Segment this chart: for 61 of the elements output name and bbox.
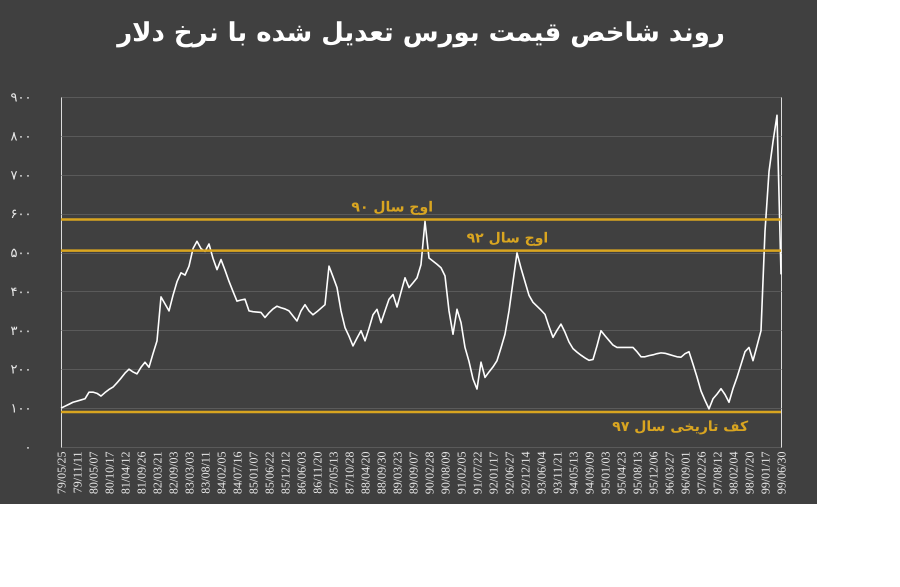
- x-tick-label: 90/08/09: [438, 452, 452, 494]
- x-tick-label: 84/07/16: [230, 452, 244, 494]
- x-tick-label: 85/12/12: [278, 452, 292, 494]
- x-tick-label: 96/03/27: [662, 452, 676, 494]
- x-tick-label: 95/01/03: [598, 452, 612, 494]
- y-tick-label: ۴۰۰: [10, 284, 32, 300]
- x-tick-label: 82/09/03: [166, 452, 180, 494]
- x-tick-label: 92/01/17: [486, 452, 500, 494]
- y-tick-label: ۲۰۰: [10, 362, 32, 378]
- x-tick-label: 94/09/09: [582, 452, 596, 494]
- x-tick-label: 88/04/20: [358, 452, 372, 494]
- x-tick-label: 93/11/21: [550, 452, 564, 494]
- x-tick-label: 85/06/22: [262, 452, 276, 494]
- x-tick-label: 99/01/17: [758, 452, 772, 494]
- x-tick-label: 80/05/07: [86, 452, 100, 494]
- x-tick-label: 94/05/13: [566, 452, 580, 494]
- y-tick-label: ۵۰۰: [10, 246, 32, 262]
- x-tick-label: 91/02/05: [454, 452, 468, 494]
- ref-line-label: کف تاریخی سال ۹۷: [612, 419, 749, 435]
- x-tick-label: 79/11/11: [70, 452, 84, 494]
- x-tick-label: 95/08/13: [630, 452, 644, 494]
- x-tick-label: 83/08/11: [198, 452, 212, 494]
- x-tick-label: 88/09/30: [374, 452, 388, 494]
- x-tick-label: 84/02/05: [214, 452, 228, 494]
- chart-title: روند شاخص قیمت بورس تعدیل شده با نرخ دلار: [115, 18, 725, 48]
- x-tick-label: 79/05/25: [54, 452, 68, 494]
- x-tick-label: 95/04/23: [614, 452, 628, 494]
- y-tick-label: ۰: [24, 440, 32, 456]
- ref-line-label: اوج سال ۹۰: [351, 200, 434, 216]
- y-tick-label: ۸۰۰: [10, 129, 32, 144]
- x-tick-label: 86/06/03: [294, 452, 308, 494]
- x-tick-label: 87/05/13: [326, 452, 340, 494]
- x-tick-label: 82/03/21: [150, 452, 164, 494]
- x-tick-label: 81/04/12: [118, 452, 132, 494]
- x-tick-label: 81/09/26: [134, 452, 148, 494]
- x-tick-label: 97/02/26: [694, 452, 708, 494]
- x-tick-label: 90/02/28: [422, 452, 436, 494]
- x-tick-label: 95/12/06: [646, 452, 660, 494]
- ref-line-label: اوج سال ۹۲: [466, 230, 548, 247]
- x-tick-label: 85/01/07: [246, 452, 260, 494]
- x-tick-label: 99/06/30: [774, 452, 788, 494]
- y-tick-label: ۷۰۰: [10, 168, 32, 184]
- x-tick-label: 96/09/01: [678, 452, 692, 494]
- x-tick-label: 91/07/22: [470, 452, 484, 494]
- y-tick-label: ۱۰۰: [10, 402, 32, 417]
- x-tick-label: 87/10/28: [342, 452, 356, 494]
- line-series: [60, 114, 782, 410]
- x-tick-label: 80/10/17: [102, 452, 116, 494]
- x-tick-label: 98/02/04: [726, 452, 740, 494]
- x-tick-label: 92/06/27: [502, 452, 516, 494]
- x-tick-label: 86/11/20: [310, 452, 324, 494]
- x-tick-label: 98/07/20: [742, 452, 756, 494]
- x-tick-label: 93/06/04: [534, 452, 548, 494]
- y-tick-label: ۳۰۰: [10, 324, 32, 339]
- x-tick-label: 89/03/23: [390, 452, 404, 494]
- y-tick-label: ۹۰۰: [10, 90, 32, 106]
- x-tick-label: 97/08/12: [710, 452, 724, 494]
- x-tick-label: 83/03/03: [182, 452, 196, 494]
- y-tick-label: ۶۰۰: [10, 207, 32, 222]
- x-tick-label: 92/12/14: [518, 452, 532, 494]
- x-tick-label: 89/09/07: [406, 452, 420, 494]
